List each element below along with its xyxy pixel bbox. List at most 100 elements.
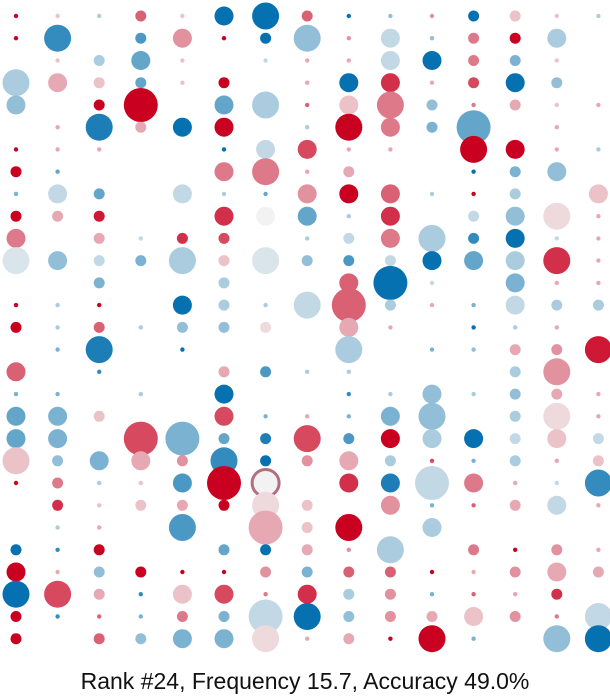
bubble-c0-r25 [6, 562, 26, 582]
bubble-c8-r23 [335, 514, 363, 541]
bubble-c2-r16 [97, 369, 102, 374]
bubble-c9-r25 [384, 566, 396, 578]
bubble-c13-r28 [543, 625, 571, 653]
bubble-c0-r26 [2, 580, 30, 608]
bubble-c7-r6 [297, 139, 317, 159]
bubble-c8-r18 [346, 414, 351, 419]
bubble-c6-r19 [260, 433, 272, 445]
bubble-c4-r28 [172, 629, 192, 649]
bubble-c13-r12 [554, 280, 559, 286]
bubble-c9-r0 [388, 13, 393, 19]
bubble-c0-r21 [13, 480, 19, 486]
bubble-c10-r21 [415, 466, 449, 500]
bubble-c8-r3 [339, 73, 359, 93]
bubble-c9-r14 [388, 325, 393, 330]
bubble-c1-r5 [55, 125, 60, 130]
bubble-c8-r2 [346, 58, 351, 63]
bubble-c4-r21 [172, 473, 192, 493]
bubble-c1-r17 [55, 391, 60, 397]
bubble-c8-r20 [339, 451, 359, 471]
bubble-c6-r4 [252, 91, 280, 119]
bubble-c13-r1 [547, 28, 567, 48]
bubble-c1-r24 [55, 547, 60, 552]
bubble-c12-r11 [505, 251, 525, 271]
bubble-c7-r28 [305, 636, 310, 641]
bubble-c11-r5 [456, 110, 491, 145]
bubble-c9-r21 [380, 473, 400, 493]
bubble-c7-r13 [293, 291, 321, 319]
bubble-c3-r26 [138, 592, 143, 597]
bubble-c9-r27 [384, 611, 396, 622]
bubble-c5-r26 [214, 584, 234, 604]
bubble-c1-r23 [55, 525, 60, 530]
bubble-c12-r19 [509, 433, 521, 445]
bubble-c5-r25 [221, 569, 227, 575]
bubble-c4-r19 [165, 421, 200, 456]
bubble-c10-r10 [418, 224, 446, 252]
bubble-c6-r14 [260, 321, 272, 333]
bubble-c6-r11 [252, 247, 280, 275]
bubble-c2-r10 [93, 232, 105, 244]
bubble-c9-r10 [380, 228, 400, 248]
bubble-c1-r7 [55, 169, 60, 174]
bubble-c12-r27 [509, 611, 521, 622]
bubble-c7-r5 [305, 125, 310, 130]
bubble-c8-r19 [343, 433, 355, 445]
bubble-c9-r4 [376, 91, 404, 119]
bubble-c11-r3 [468, 77, 480, 89]
bubble-c3-r5 [135, 121, 147, 133]
bubble-c11-r6 [460, 135, 488, 163]
bubble-c11-r17 [471, 391, 476, 397]
bubble-c0-r17 [13, 391, 19, 397]
bubble-c11-r28 [471, 636, 476, 641]
bubble-c13-r2 [554, 58, 559, 63]
bubble-c14-r21 [584, 469, 610, 497]
bubble-c6-r13 [263, 302, 268, 308]
bubble-c8-r16 [346, 369, 351, 374]
bubble-c8-r5 [335, 113, 363, 141]
bubble-c7-r7 [305, 169, 310, 174]
bubble-c13-r24 [551, 544, 563, 556]
bubble-c13-r17 [551, 388, 563, 400]
bubble-c12-r15 [509, 344, 521, 356]
bubble-c12-r16 [509, 366, 521, 378]
bubble-c14-r6 [596, 147, 601, 152]
bubble-c5-r14 [218, 321, 230, 333]
bubble-c6-r25 [260, 566, 272, 578]
bubble-c7-r16 [305, 369, 310, 374]
bubble-c7-r22 [301, 499, 313, 511]
bubble-c3-r22 [135, 499, 147, 511]
bubble-c8-r6 [346, 147, 351, 152]
bubble-plot [2, 2, 610, 653]
bubble-c7-r2 [305, 58, 310, 63]
bubble-c7-r1 [293, 24, 321, 52]
bubble-c10-r5 [426, 121, 438, 133]
bubble-c9-r28 [388, 636, 393, 641]
bubble-c2-r24 [93, 544, 105, 556]
bubble-c2-r0 [97, 13, 102, 19]
bubble-c7-r25 [301, 566, 313, 578]
bubble-c2-r12 [93, 277, 105, 289]
bubble-c11-r4 [471, 102, 476, 108]
bubble-c14-r25 [592, 566, 604, 578]
bubble-c3-r25 [135, 566, 147, 578]
bubble-c7-r19 [293, 425, 321, 453]
bubble-c6-r24 [260, 544, 272, 556]
bubble-c0-r24 [10, 544, 22, 556]
bubble-c4-r22 [176, 499, 188, 511]
bubble-c12-r21 [513, 480, 518, 486]
bubble-c2-r15 [85, 336, 113, 364]
bubble-c10-r26 [429, 592, 435, 597]
bubble-c4-r20 [176, 455, 188, 467]
bubble-c6-r7 [252, 158, 280, 186]
bubble-c14-r12 [596, 280, 601, 286]
bubble-c12-r0 [509, 10, 521, 22]
bubble-c2-r4 [93, 99, 105, 111]
bubble-c13-r13 [551, 299, 563, 311]
bubble-c8-r17 [346, 391, 351, 397]
bubble-c4-r23 [168, 514, 196, 541]
bubble-c0-r16 [6, 362, 26, 382]
bubble-c5-r1 [221, 36, 227, 41]
bubble-c12-r3 [505, 73, 525, 93]
bubble-c13-r5 [554, 125, 559, 130]
